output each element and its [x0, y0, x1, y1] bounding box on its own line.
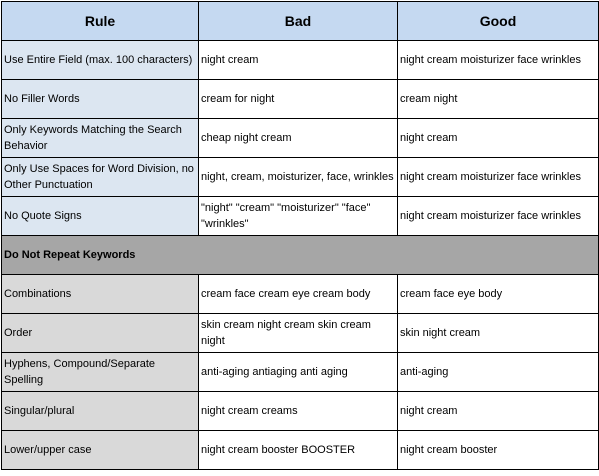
rule-cell: Only Use Spaces for Word Division, no Ot… [1, 157, 199, 197]
header-bad: Bad [198, 1, 398, 41]
good-cell: night cream [397, 118, 599, 158]
table-row: Lower/upper case night cream booster BOO… [1, 430, 599, 470]
rule-cell: Order [1, 313, 199, 353]
good-cell: night cream [397, 391, 599, 431]
good-cell: night cream moisturizer face wrinkles [397, 157, 599, 197]
good-cell: cream face eye body [397, 274, 599, 314]
section-title: Do Not Repeat Keywords [1, 235, 599, 275]
rule-cell: Use Entire Field (max. 100 characters) [1, 40, 199, 80]
table-row: Only Keywords Matching the Search Behavi… [1, 118, 599, 158]
bad-cell: night cream booster BOOSTER [198, 430, 398, 470]
table-row: Singular/plural night cream creams night… [1, 391, 599, 431]
section-header-row: Do Not Repeat Keywords [1, 235, 599, 275]
rule-cell: Hyphens, Compound/Separate Spelling [1, 352, 199, 392]
rule-cell: No Quote Signs [1, 196, 199, 236]
table-row: Order skin cream night cream skin cream … [1, 313, 599, 353]
good-cell: night cream moisturizer face wrinkles [397, 196, 599, 236]
header-row: Rule Bad Good [1, 1, 599, 41]
table-row: Use Entire Field (max. 100 characters) n… [1, 40, 599, 80]
good-cell: night cream booster [397, 430, 599, 470]
bad-cell: night cream creams [198, 391, 398, 431]
table-row: Only Use Spaces for Word Division, no Ot… [1, 157, 599, 197]
bad-cell: cheap night cream [198, 118, 398, 158]
table-row: No Quote Signs "night" "cream" "moisturi… [1, 196, 599, 236]
table-row: Hyphens, Compound/Separate Spelling anti… [1, 352, 599, 392]
table-row: Combinations cream face cream eye cream … [1, 274, 599, 314]
table-row: No Filler Words cream for night cream ni… [1, 79, 599, 119]
good-cell: cream night [397, 79, 599, 119]
rule-cell: Singular/plural [1, 391, 199, 431]
bad-cell: cream for night [198, 79, 398, 119]
header-good: Good [397, 1, 599, 41]
good-cell: skin night cream [397, 313, 599, 353]
bad-cell: cream face cream eye cream body [198, 274, 398, 314]
good-cell: anti-aging [397, 352, 599, 392]
header-rule: Rule [1, 1, 199, 41]
rule-cell: Only Keywords Matching the Search Behavi… [1, 118, 199, 158]
bad-cell: night, cream, moisturizer, face, wrinkle… [198, 157, 398, 197]
bad-cell: skin cream night cream skin cream night [198, 313, 398, 353]
bad-cell: anti-aging antiaging anti aging [198, 352, 398, 392]
bad-cell: night cream [198, 40, 398, 80]
rule-cell: No Filler Words [1, 79, 199, 119]
rule-cell: Combinations [1, 274, 199, 314]
rule-cell: Lower/upper case [1, 430, 199, 470]
bad-cell: "night" "cream" "moisturizer" "face" "wr… [198, 196, 398, 236]
good-cell: night cream moisturizer face wrinkles [397, 40, 599, 80]
